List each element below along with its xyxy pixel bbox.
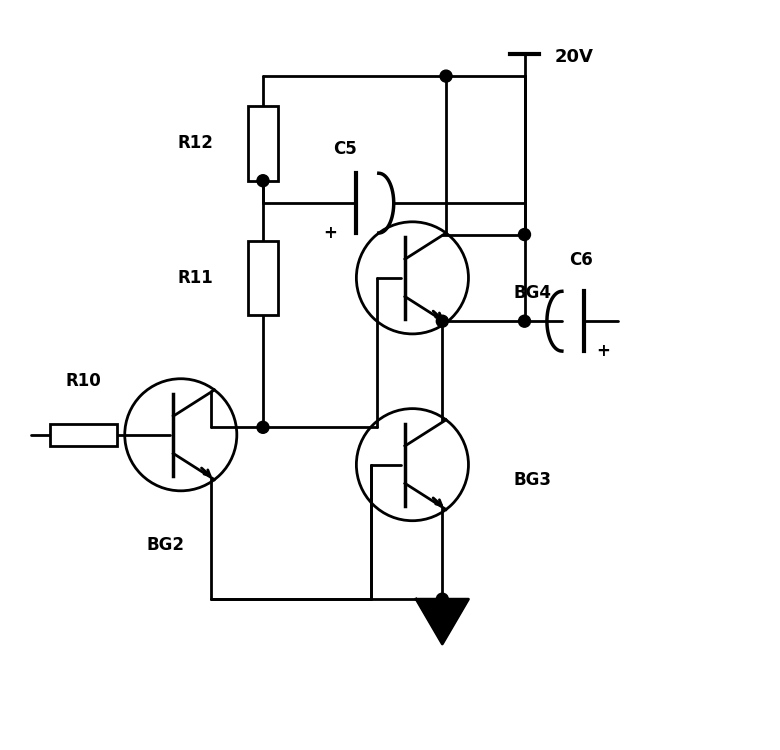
Bar [50,424,117,446]
Circle shape [436,315,448,327]
Circle shape [519,229,530,241]
Bar [248,106,278,181]
Circle shape [257,175,269,187]
Circle shape [257,422,269,434]
Circle shape [436,593,448,605]
Text: BG2: BG2 [147,536,185,554]
Text: BG4: BG4 [513,284,551,302]
Text: C6: C6 [569,251,593,269]
Text: +: + [323,224,337,242]
Circle shape [519,315,530,327]
Text: C5: C5 [333,140,357,158]
Text: R12: R12 [178,134,214,152]
Polygon shape [417,599,469,644]
Text: R11: R11 [178,268,214,286]
Text: +: + [596,342,610,360]
Bar [248,241,278,315]
Circle shape [440,70,452,82]
Text: 20V: 20V [555,49,594,67]
Text: BG3: BG3 [513,470,551,488]
Text: R10: R10 [66,372,101,390]
